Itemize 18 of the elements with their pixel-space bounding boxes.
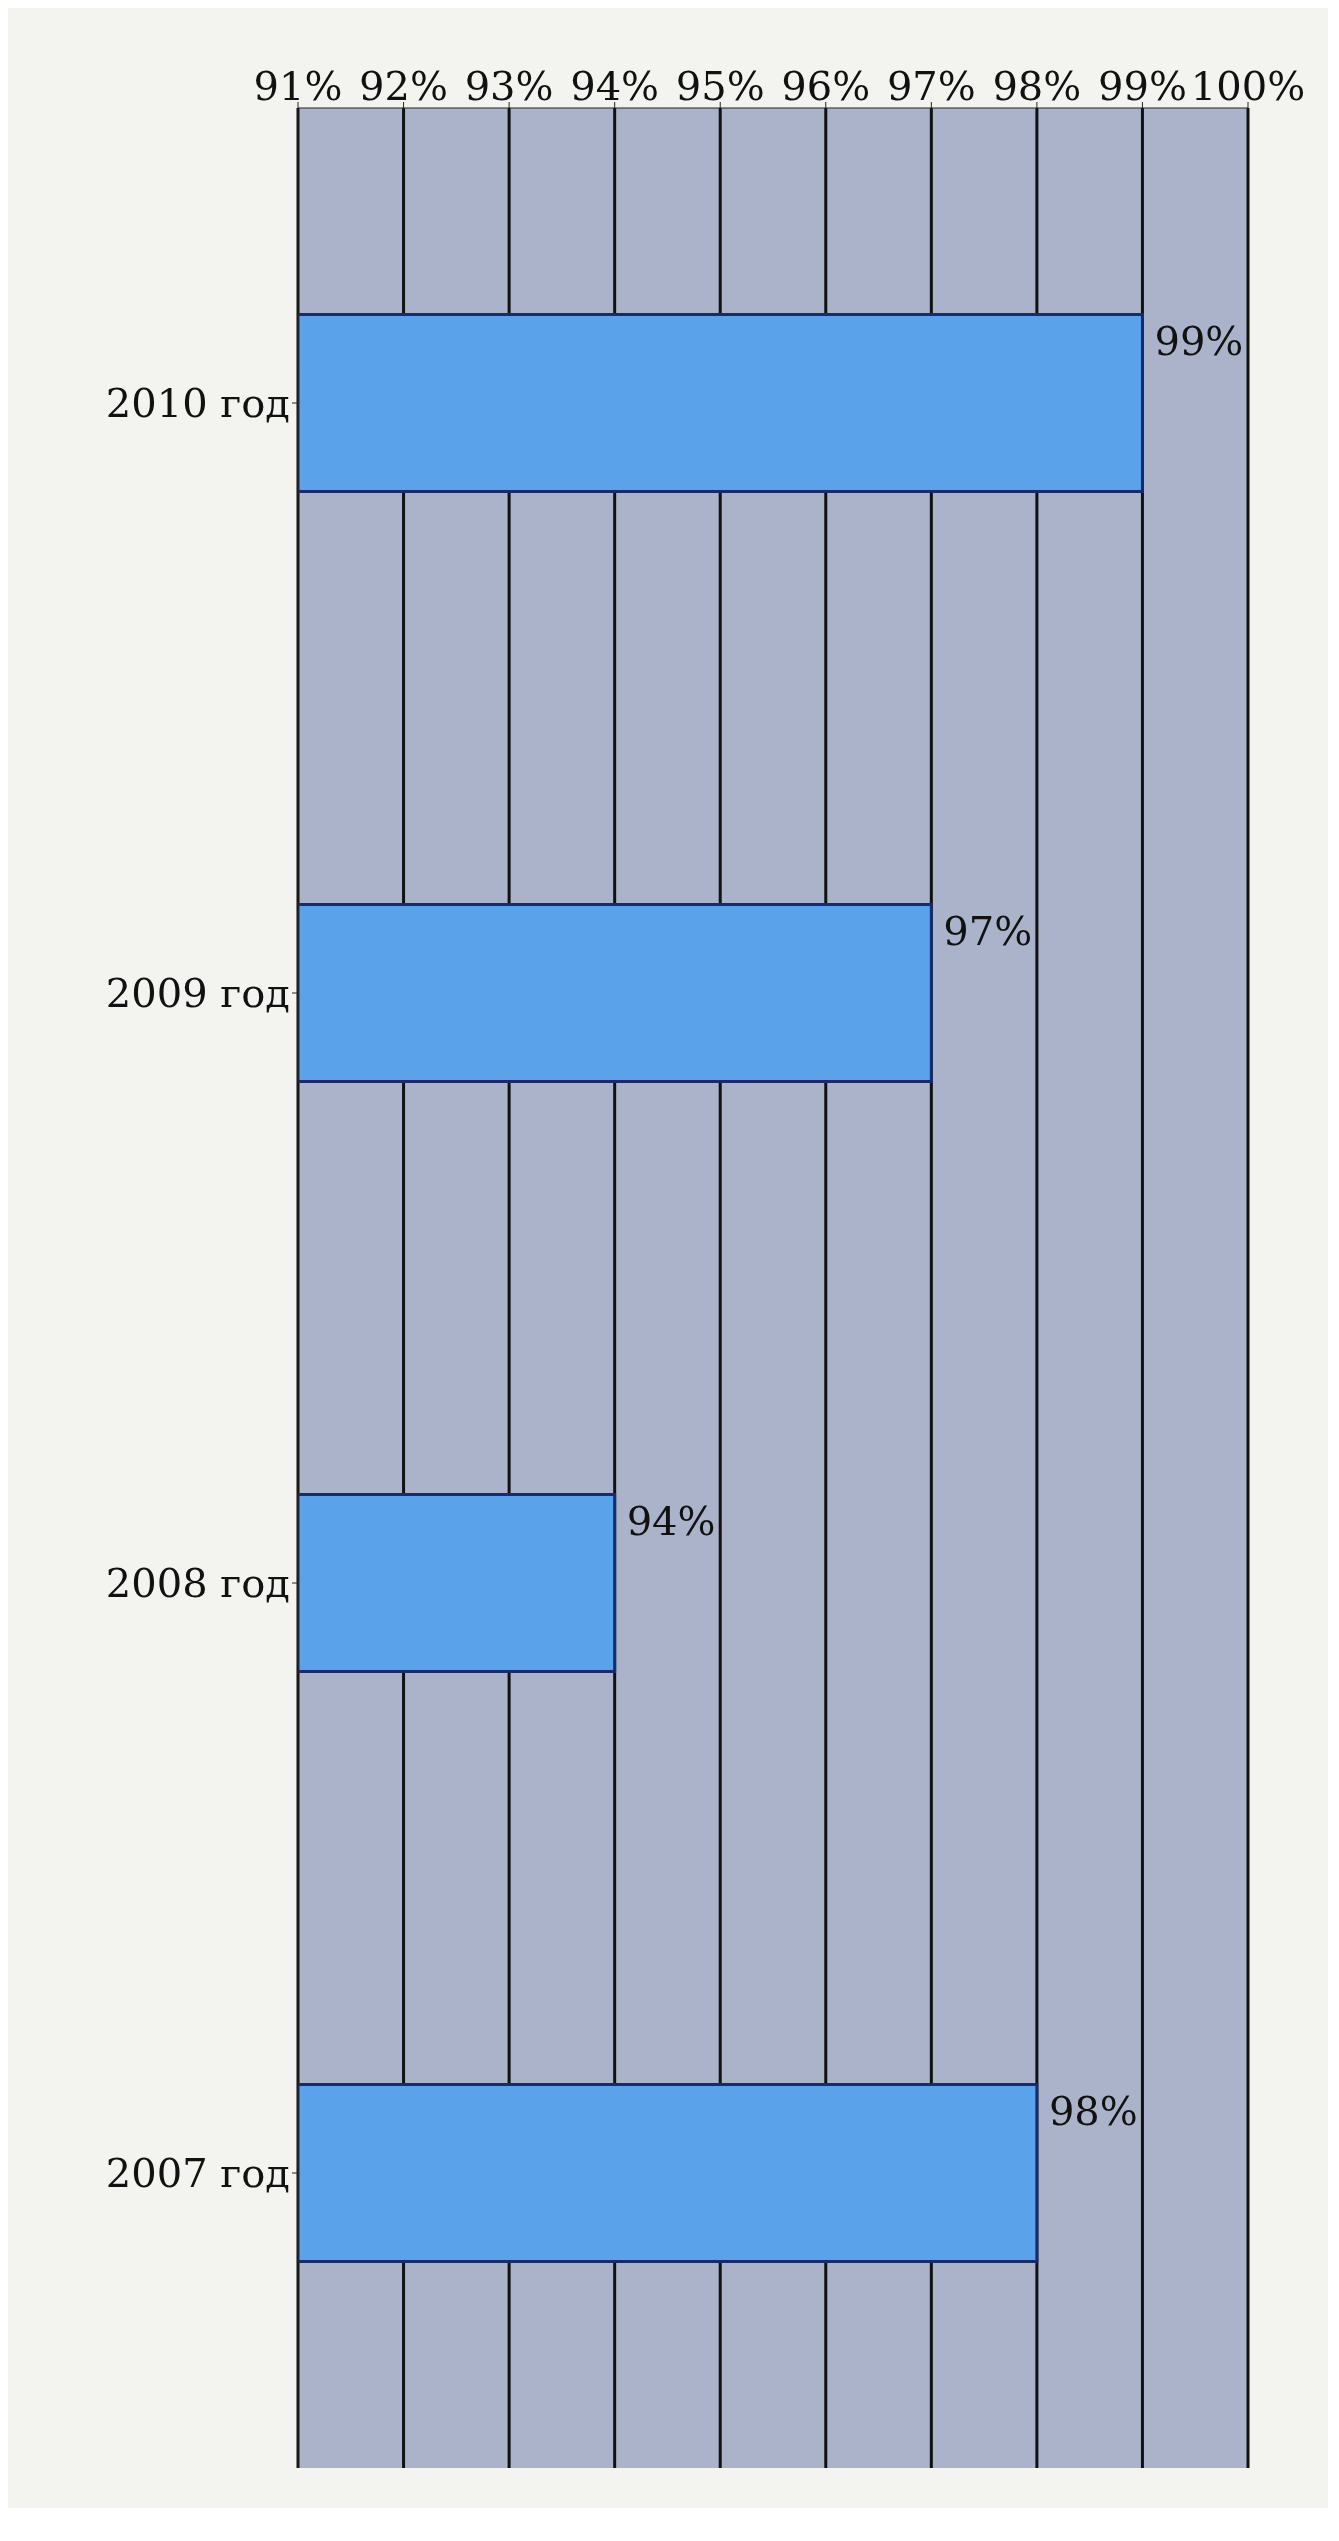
x-tick-label: 94% <box>570 63 660 109</box>
x-tick-label: 100% <box>1190 63 1306 109</box>
y-tick-label: 2009 год <box>105 970 290 1017</box>
x-tick-label: 95% <box>675 63 765 109</box>
data-label: 97% <box>943 907 1033 954</box>
x-tick-label: 98% <box>992 63 1082 109</box>
x-tick-label: 97% <box>886 63 976 109</box>
x-tick-label: 92% <box>359 63 449 109</box>
y-tick-label: 2007 год <box>105 2150 290 2197</box>
x-tick-label: 91% <box>253 63 343 109</box>
x-tick-label: 99% <box>1097 63 1187 109</box>
data-label: 99% <box>1154 317 1244 364</box>
x-tick-label: 93% <box>464 63 554 109</box>
data-label: 94% <box>626 1497 716 1544</box>
x-tick-label: 96% <box>781 63 871 109</box>
data-label: 98% <box>1048 2087 1138 2134</box>
y-tick-label: 2008 год <box>105 1560 290 1607</box>
y-tick-label: 2010 год <box>105 380 290 427</box>
